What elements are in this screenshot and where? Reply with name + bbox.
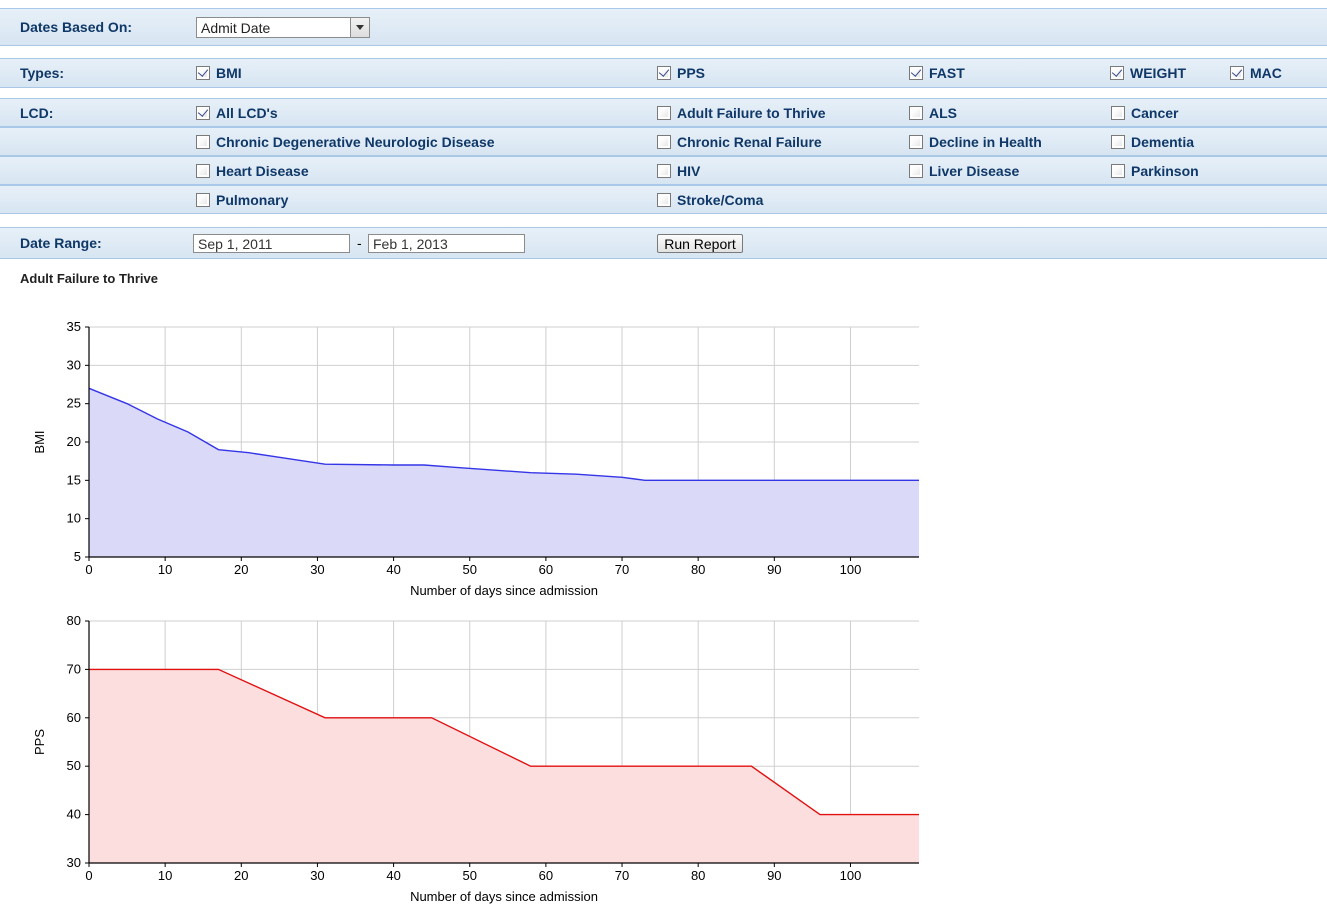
svg-text:35: 35	[67, 319, 81, 334]
svg-text:20: 20	[67, 434, 81, 449]
svg-text:20: 20	[234, 562, 248, 577]
svg-text:90: 90	[767, 562, 781, 577]
svg-text:30: 30	[67, 357, 81, 372]
svg-text:70: 70	[615, 868, 629, 883]
svg-text:10: 10	[158, 562, 172, 577]
svg-text:60: 60	[539, 868, 553, 883]
svg-text:10: 10	[158, 868, 172, 883]
svg-text:20: 20	[234, 868, 248, 883]
svg-text:30: 30	[310, 868, 324, 883]
svg-text:Number of days since admission: Number of days since admission	[410, 889, 598, 904]
svg-text:80: 80	[67, 613, 81, 628]
svg-text:10: 10	[67, 511, 81, 526]
svg-text:90: 90	[767, 868, 781, 883]
svg-text:25: 25	[67, 396, 81, 411]
svg-text:100: 100	[840, 868, 862, 883]
svg-text:100: 100	[840, 562, 862, 577]
svg-text:40: 40	[386, 868, 400, 883]
svg-text:PPS: PPS	[32, 729, 47, 755]
svg-text:40: 40	[386, 562, 400, 577]
svg-text:60: 60	[67, 710, 81, 725]
svg-text:0: 0	[85, 868, 92, 883]
svg-text:80: 80	[691, 562, 705, 577]
svg-text:60: 60	[539, 562, 553, 577]
svg-text:40: 40	[67, 807, 81, 822]
svg-text:30: 30	[310, 562, 324, 577]
svg-text:50: 50	[462, 562, 476, 577]
svg-text:30: 30	[67, 855, 81, 870]
svg-text:BMI: BMI	[32, 430, 47, 453]
svg-text:0: 0	[85, 562, 92, 577]
svg-text:50: 50	[462, 868, 476, 883]
svg-text:80: 80	[691, 868, 705, 883]
svg-text:50: 50	[67, 758, 81, 773]
svg-text:70: 70	[615, 562, 629, 577]
svg-text:5: 5	[74, 549, 81, 564]
svg-text:70: 70	[67, 661, 81, 676]
svg-text:15: 15	[67, 472, 81, 487]
